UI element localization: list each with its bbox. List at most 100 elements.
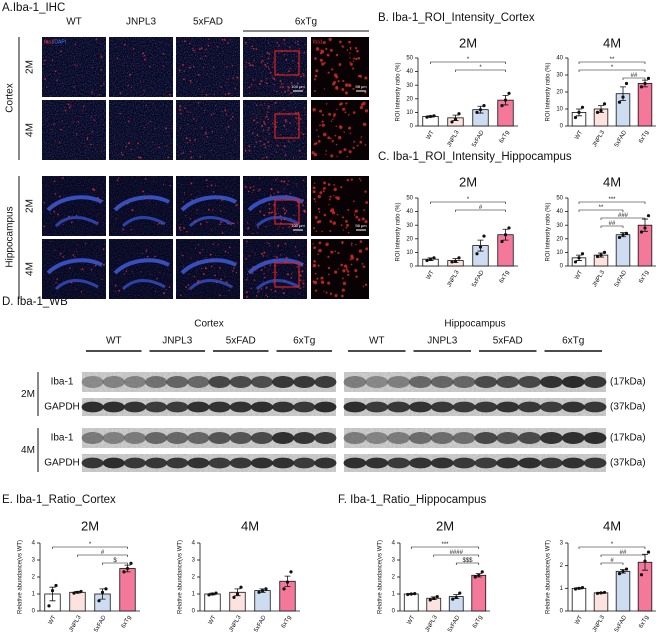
microglia [225, 81, 227, 83]
microglia [257, 190, 260, 192]
microglia [319, 58, 323, 62]
microglia [349, 61, 351, 64]
microglia [189, 79, 192, 82]
microglia [260, 80, 263, 83]
x-tick-label: 5xFAD [614, 614, 629, 633]
blot-band [430, 401, 454, 413]
y-tick-label: 0 [192, 609, 196, 615]
microglia [318, 211, 321, 213]
y-tick-label: 0 [560, 609, 564, 615]
microglia [230, 118, 232, 120]
micrograph-texture [109, 100, 173, 160]
blot-band [409, 376, 432, 388]
significance-bracket [77, 554, 128, 557]
microglia [281, 85, 284, 88]
microglia [272, 62, 274, 64]
microglia [325, 103, 328, 105]
data-point [643, 559, 647, 563]
age-label: 4M [21, 445, 35, 456]
microglia [357, 56, 361, 60]
significance-bracket [578, 69, 646, 72]
x-tick-label: WT [574, 269, 584, 280]
microglia [166, 145, 168, 147]
y-tick-label: 2 [32, 575, 36, 581]
microglia [94, 264, 97, 267]
microglia [312, 186, 316, 190]
microglia [159, 271, 161, 273]
significance-bracket [600, 225, 624, 228]
microglia [144, 126, 146, 129]
data-point [573, 587, 578, 591]
microglia [132, 48, 135, 50]
microglia [269, 72, 272, 74]
microglia [346, 49, 349, 51]
microglia [257, 291, 259, 293]
microglia [321, 62, 325, 66]
microglia [137, 142, 139, 145]
microglia [259, 210, 262, 213]
microglia [185, 286, 187, 288]
microglia [250, 83, 253, 86]
region-label: Cortex [194, 319, 223, 330]
microglia [334, 250, 336, 253]
microglia [289, 67, 292, 69]
microglia [145, 104, 147, 107]
microglia [267, 141, 270, 143]
microglia [358, 177, 361, 180]
microglia [270, 152, 272, 154]
microglia [202, 273, 205, 275]
data-point [75, 590, 80, 594]
microglia [257, 226, 259, 229]
data-point [595, 591, 600, 595]
scale-label: 100 μm [291, 84, 305, 89]
significance-label: *** [441, 542, 449, 548]
data-point [580, 105, 585, 109]
microglia [72, 121, 74, 123]
x-tick-label: 6xTg [472, 615, 484, 630]
microglia [269, 264, 272, 267]
microglia [81, 109, 84, 111]
microglia [251, 250, 253, 252]
microglia [248, 149, 251, 152]
microglia [274, 90, 276, 92]
data-point [214, 591, 218, 595]
microglia [259, 145, 261, 147]
blot-band [123, 376, 146, 388]
microglia [103, 83, 105, 85]
microglia [75, 214, 78, 217]
microglia [144, 89, 146, 91]
bar [615, 234, 631, 267]
x-tick-label: 6xTg [281, 615, 293, 630]
microglia [194, 139, 196, 141]
microglia [345, 220, 348, 223]
panel-title: A.Iba-1_IHC [2, 2, 65, 14]
microglia [51, 59, 54, 62]
microglia [362, 265, 366, 268]
microglia [315, 69, 319, 73]
x-tick-label: WT [574, 129, 584, 140]
data-point [639, 573, 644, 577]
significance-label: ## [620, 550, 627, 556]
microglia [317, 253, 319, 256]
y-tick-label: 50 [406, 56, 413, 62]
x-tick-label: WT [48, 614, 58, 625]
microglia [190, 182, 193, 185]
wb-panel: Cortex WT JNPL3 5xFAD 6xTg Hippocampus WT JNPL3… [21, 319, 646, 472]
microglia [283, 124, 286, 127]
column-label: 5xFAD [193, 17, 223, 28]
microglia [320, 280, 325, 284]
microglia [197, 101, 200, 104]
data-point [478, 108, 483, 112]
scale-label: 50 μm [355, 84, 367, 89]
y-tick-label: 40 [556, 56, 563, 62]
microglia [211, 260, 213, 262]
microglia [335, 85, 339, 89]
blot-band [272, 401, 295, 413]
microglia [224, 93, 227, 95]
microglia [303, 286, 305, 288]
microglia [80, 291, 83, 293]
microglia [154, 255, 156, 258]
microglia [253, 185, 255, 187]
microglia [313, 280, 318, 285]
blot-band [496, 376, 520, 388]
